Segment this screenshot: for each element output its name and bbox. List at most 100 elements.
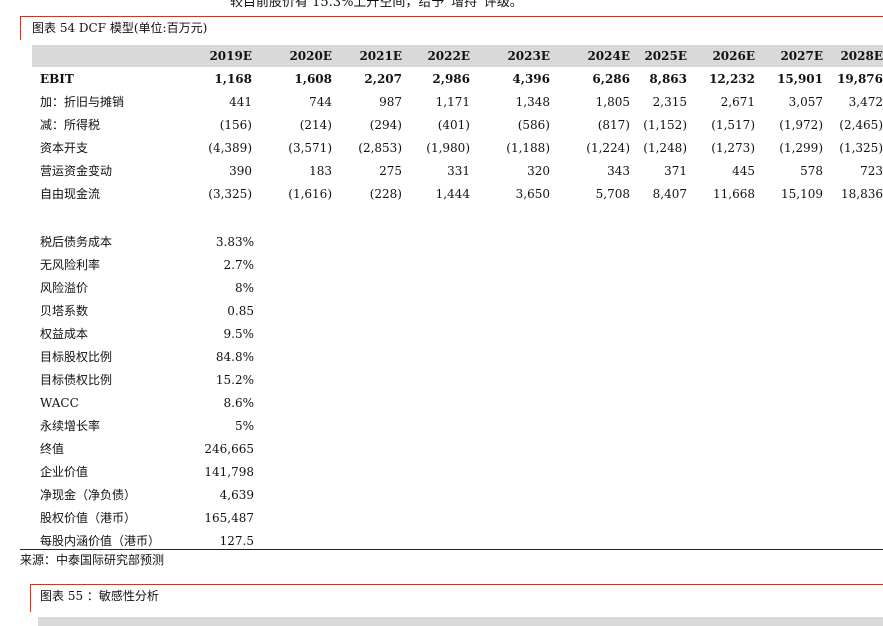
dcf-cell: 744 bbox=[309, 94, 332, 109]
dcf-cell: (1,248) bbox=[643, 140, 687, 155]
param-value: 3.83% bbox=[215, 234, 254, 249]
figure55-red-rule-left bbox=[30, 584, 31, 612]
dcf-cell: (1,273) bbox=[711, 140, 755, 155]
dcf-cell: 11,668 bbox=[713, 186, 755, 201]
param-value: 141,798 bbox=[204, 464, 254, 479]
dcf-cell: (1,152) bbox=[643, 117, 687, 132]
dcf-cell: 723 bbox=[860, 163, 883, 178]
dcf-col-header: 2021E bbox=[332, 45, 402, 67]
dcf-cell: 8,863 bbox=[649, 71, 687, 86]
dcf-row: 营运资金变动 390 183 275 331 320 343 371 445 578 723 bbox=[32, 159, 883, 182]
dcf-cell: (1,616) bbox=[288, 186, 332, 201]
dcf-cell: 445 bbox=[732, 163, 755, 178]
table-bottom-rule bbox=[20, 549, 883, 550]
param-value: 127.5 bbox=[219, 533, 254, 548]
param-row: 净现金（净负债） 4,639 bbox=[32, 483, 254, 506]
param-value: 4,639 bbox=[219, 487, 254, 502]
dcf-cell: (1,188) bbox=[506, 140, 550, 155]
dcf-cell: 2,315 bbox=[652, 94, 687, 109]
dcf-table: 2019E 2020E 2021E 2022E 2023E 2024E 2025… bbox=[32, 45, 883, 205]
dcf-cell: 441 bbox=[229, 94, 252, 109]
param-row: 股权价值（港币） 165,487 bbox=[32, 506, 254, 529]
dcf-row-label: 自由现金流 bbox=[40, 187, 101, 201]
dcf-cell: 12,232 bbox=[709, 71, 755, 86]
dcf-cell: 343 bbox=[607, 163, 630, 178]
dcf-col-header: 2022E bbox=[402, 45, 470, 67]
dcf-cell: 18,836 bbox=[841, 186, 883, 201]
dcf-cell: (401) bbox=[437, 117, 470, 132]
figure55-red-rule-top bbox=[30, 584, 883, 585]
dcf-cell: 5,708 bbox=[595, 186, 630, 201]
dcf-cell: 2,207 bbox=[364, 71, 402, 86]
param-label: 目标债权比例 bbox=[40, 373, 113, 387]
dcf-col-header: 2024E bbox=[550, 45, 630, 67]
dcf-cell: 3,057 bbox=[788, 94, 823, 109]
dcf-cell: (156) bbox=[219, 117, 252, 132]
dcf-cell: 15,109 bbox=[781, 186, 823, 201]
dcf-cell: 3,472 bbox=[848, 94, 883, 109]
dcf-row-label: 营运资金变动 bbox=[40, 164, 113, 178]
dcf-header-blank bbox=[32, 45, 192, 67]
dcf-cell: (2,465) bbox=[839, 117, 883, 132]
dcf-cell: 8,407 bbox=[652, 186, 687, 201]
param-label: 目标股权比例 bbox=[40, 350, 113, 364]
param-value: 8% bbox=[234, 280, 254, 295]
dcf-cell: 578 bbox=[800, 163, 823, 178]
param-label: 终值 bbox=[40, 442, 65, 456]
dcf-col-header: 2019E bbox=[192, 45, 252, 67]
dcf-col-header: 2028E bbox=[823, 45, 883, 67]
dcf-cell: (1,980) bbox=[426, 140, 470, 155]
param-label: 权益成本 bbox=[40, 327, 89, 341]
source-note: 来源：中泰国际研究部预测 bbox=[20, 553, 165, 567]
dcf-cell: 320 bbox=[527, 163, 550, 178]
param-label: 无风险利率 bbox=[40, 258, 101, 272]
param-value: 0.85 bbox=[227, 303, 254, 318]
valuation-params-table: 税后债务成本 3.83% 无风险利率 2.7% 风险溢价 8% 贝塔系数 0.85 权益成本 9.… bbox=[32, 230, 254, 552]
dcf-cell: 15,901 bbox=[777, 71, 823, 86]
dcf-cell: (2,853) bbox=[358, 140, 402, 155]
dcf-row-label: 减：所得税 bbox=[40, 118, 101, 132]
dcf-row: 资本开支 (4,389) (3,571) (2,853) (1,980) (1,188) (… bbox=[32, 136, 883, 159]
dcf-row: 减：所得税 (156) (214) (294) (401) (586) (817) (1,15… bbox=[32, 113, 883, 136]
dcf-cell: 1,168 bbox=[214, 71, 252, 86]
dcf-cell: (4,389) bbox=[208, 140, 252, 155]
dcf-cell: (586) bbox=[517, 117, 550, 132]
dcf-cell: (817) bbox=[597, 117, 630, 132]
param-row: 风险溢价 8% bbox=[32, 276, 254, 299]
param-label: 每股内涵价值（港币） bbox=[40, 534, 161, 548]
dcf-row: 自由现金流 (3,325) (1,616) (228) 1,444 3,650 5,708 8… bbox=[32, 182, 883, 205]
param-label: WACC bbox=[40, 395, 79, 410]
param-value: 2.7% bbox=[223, 257, 255, 272]
param-value: 8.6% bbox=[223, 395, 255, 410]
dcf-cell: 371 bbox=[664, 163, 687, 178]
param-value: 84.8% bbox=[215, 349, 254, 364]
dcf-cell: 390 bbox=[229, 163, 252, 178]
param-label: 企业价值 bbox=[40, 465, 89, 479]
dcf-row: 加：折旧与摊销 441 744 987 1,171 1,348 1,805 2,315 2,67… bbox=[32, 90, 883, 113]
param-row: WACC 8.6% bbox=[32, 391, 254, 414]
param-row: 权益成本 9.5% bbox=[32, 322, 254, 345]
param-row: 永续增长率 5% bbox=[32, 414, 254, 437]
param-row: 贝塔系数 0.85 bbox=[32, 299, 254, 322]
param-row: 每股内涵价值（港币） 127.5 bbox=[32, 529, 254, 552]
param-row: 终值 246,665 bbox=[32, 437, 254, 460]
figure55-header-strip bbox=[38, 617, 883, 626]
dcf-cell: (3,571) bbox=[288, 140, 332, 155]
param-value: 246,665 bbox=[204, 441, 254, 456]
dcf-cell: 2,671 bbox=[720, 94, 755, 109]
dcf-cell: (1,325) bbox=[839, 140, 883, 155]
dcf-cell: 19,876 bbox=[837, 71, 883, 86]
param-value: 165,487 bbox=[204, 510, 254, 525]
figure55-caption: 图表 55 ：敏感性分析 bbox=[40, 589, 159, 603]
dcf-cell: 2,986 bbox=[432, 71, 470, 86]
dcf-row-label: 加：折旧与摊销 bbox=[40, 95, 125, 109]
dcf-col-header: 2027E bbox=[755, 45, 823, 67]
dcf-cell: 4,396 bbox=[512, 71, 550, 86]
dcf-cell: 6,286 bbox=[592, 71, 630, 86]
dcf-row-label: EBIT bbox=[40, 71, 74, 86]
dcf-cell: 275 bbox=[379, 163, 402, 178]
dcf-cell: (1,224) bbox=[586, 140, 630, 155]
intro-text: 较目前股价有 15.3%上升空间，给予“增持”评级。 bbox=[230, 0, 523, 10]
dcf-cell: 3,650 bbox=[515, 186, 550, 201]
dcf-col-header: 2026E bbox=[687, 45, 755, 67]
